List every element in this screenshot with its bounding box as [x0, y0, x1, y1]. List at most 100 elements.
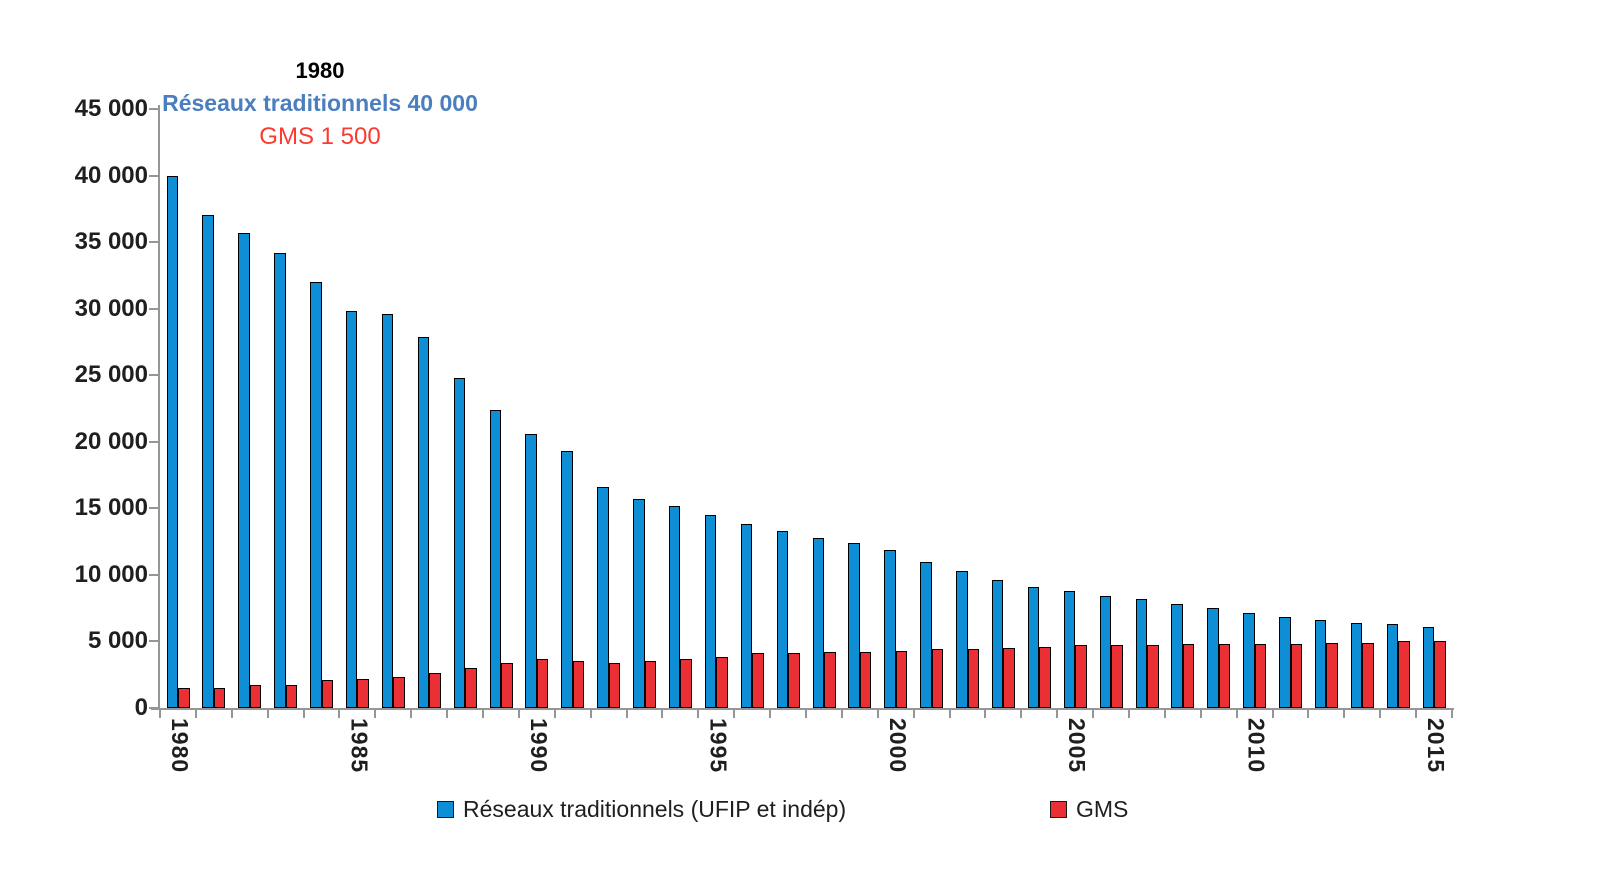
legend-item-gms: GMS [1050, 792, 1128, 826]
bar-reseaux-1992 [597, 487, 609, 708]
y-axis-label: 45 000 [74, 95, 148, 122]
bar-reseaux-1980 [166, 176, 178, 708]
bar-reseaux-2012 [1314, 620, 1327, 708]
bar-reseaux-2005 [1063, 591, 1076, 708]
y-axis-label: 20 000 [74, 427, 148, 455]
bar-gms-2000 [895, 651, 908, 708]
x-axis-year-label-1990: 1990 [525, 718, 552, 774]
bar-reseaux-2001 [920, 562, 932, 708]
bar-reseaux-2000 [884, 550, 896, 708]
bar-reseaux-2015 [1422, 627, 1435, 708]
bar-reseaux-2009 [1207, 608, 1219, 708]
bar-gms-1985 [357, 679, 369, 708]
x-axis-tick [410, 710, 413, 718]
bar-reseaux-1990 [525, 434, 537, 708]
bar-gms-1999 [859, 652, 872, 708]
bar-gms-2007 [1147, 645, 1159, 708]
y-axis-label: 25 000 [74, 361, 148, 389]
bar-gms-2015 [1434, 641, 1446, 708]
legend-swatch-reseaux-icon [437, 800, 454, 818]
bar-reseaux-1993 [633, 499, 645, 708]
y-axis-tick [149, 307, 158, 310]
bar-reseaux-1997 [776, 531, 789, 708]
x-axis-tick [1020, 710, 1023, 718]
x-axis-tick [374, 710, 377, 718]
x-axis-year-label-1995: 1995 [705, 718, 732, 774]
bar-reseaux-1989 [489, 410, 501, 708]
y-axis-tick [149, 241, 158, 244]
y-axis-label: 10 000 [74, 560, 148, 588]
bar-reseaux-1986 [381, 314, 394, 708]
bar-reseaux-1981 [202, 215, 214, 708]
bar-reseaux-1988 [453, 378, 466, 708]
x-axis-year-label-2015: 2015 [1423, 718, 1450, 774]
x-axis-tick [1235, 710, 1238, 718]
x-axis-tick [1199, 710, 1202, 718]
bar-gms-2008 [1182, 644, 1195, 708]
bar-gms-2012 [1326, 643, 1338, 708]
x-axis-tick [1379, 710, 1382, 718]
bar-gms-2010 [1254, 644, 1267, 708]
bar-reseaux-2007 [1135, 599, 1147, 708]
bar-gms-2005 [1075, 645, 1087, 708]
bar-reseaux-1996 [740, 524, 753, 708]
bar-gms-1994 [680, 659, 692, 708]
bar-gms-1986 [393, 677, 405, 708]
bar-gms-1984 [321, 680, 334, 708]
bar-reseaux-2003 [991, 580, 1004, 708]
bar-gms-2006 [1111, 645, 1123, 708]
x-axis-tick [230, 710, 233, 718]
x-axis-year-label-2005: 2005 [1064, 718, 1091, 774]
x-axis-tick [1271, 710, 1274, 718]
annotation-reseaux-value: Réseaux traditionnels 40 000 [162, 90, 478, 116]
x-axis-tick [517, 710, 520, 718]
bar-gms-2002 [967, 649, 980, 708]
bar-reseaux-2011 [1279, 617, 1291, 708]
bar-reseaux-1999 [848, 543, 860, 708]
x-axis-tick [733, 710, 736, 718]
x-axis-tick [769, 710, 772, 718]
legend-label-gms: GMS [1076, 796, 1129, 822]
y-axis-label: 15 000 [74, 494, 148, 522]
bar-reseaux-1998 [812, 538, 824, 708]
bar-gms-1990 [536, 659, 549, 708]
bar-gms-2001 [931, 649, 944, 708]
bar-reseaux-1983 [274, 253, 286, 708]
y-axis-tick [149, 374, 158, 377]
y-axis-label: 40 000 [74, 161, 148, 189]
x-axis-year-label-1980: 1980 [167, 718, 193, 774]
x-axis-tick [840, 710, 843, 718]
x-axis-tick [948, 710, 951, 718]
x-axis-tick [1056, 710, 1059, 718]
x-axis-tick [1343, 710, 1346, 718]
x-axis-tick [338, 710, 341, 718]
legend-swatch-gms-icon [1050, 800, 1067, 818]
y-axis-tick [149, 573, 158, 576]
y-axis-label: 35 000 [74, 228, 148, 256]
x-axis [151, 708, 1454, 710]
x-axis-tick [1092, 710, 1095, 718]
bar-gms-2013 [1362, 643, 1374, 708]
callout-annotation: 1980 Réseaux traditionnels 40 000 GMS 1 … [150, 56, 490, 154]
bar-gms-1993 [644, 661, 657, 708]
bar-reseaux-1982 [238, 233, 250, 708]
bar-gms-2004 [1039, 647, 1051, 708]
y-axis-tick [149, 440, 158, 443]
bar-gms-1991 [572, 661, 585, 708]
bar-reseaux-2008 [1171, 604, 1183, 708]
x-axis-tick [553, 710, 556, 718]
annotation-gms-value: GMS 1 500 [259, 123, 381, 150]
x-axis-tick [194, 710, 197, 718]
y-axis-tick [149, 108, 158, 110]
bar-reseaux-1991 [561, 451, 573, 708]
x-axis-tick [1307, 710, 1310, 718]
bar-gms-1998 [824, 652, 836, 708]
bar-gms-2011 [1290, 644, 1303, 708]
bar-gms-2014 [1398, 641, 1410, 708]
x-axis-tick [302, 710, 305, 718]
bar-gms-1983 [285, 685, 298, 708]
x-axis-year-label-2000: 2000 [884, 718, 911, 774]
y-axis [158, 105, 160, 708]
x-axis-year-label-1985: 1985 [346, 718, 373, 774]
